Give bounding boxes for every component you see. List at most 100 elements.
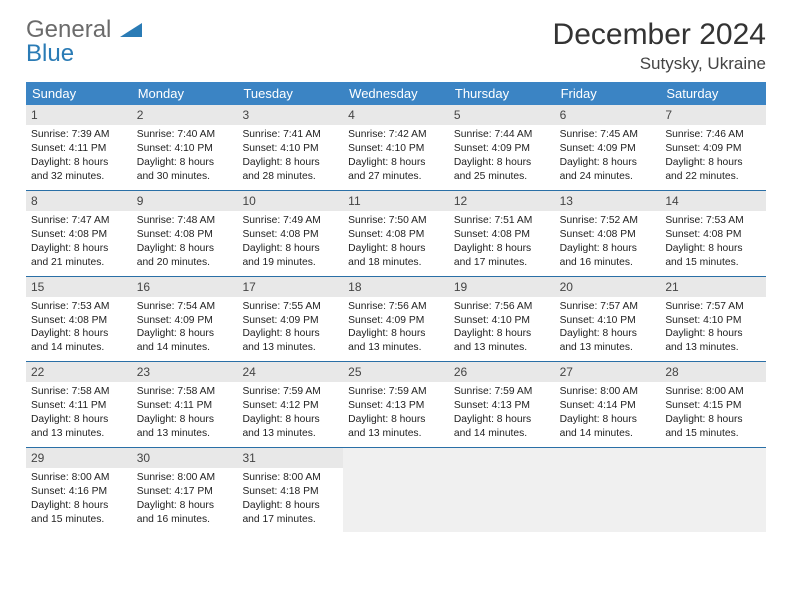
calendar-cell: 13Sunrise: 7:52 AMSunset: 4:08 PMDayligh… [555,191,661,276]
day-number [449,448,555,468]
daylight-text-2: and 14 minutes. [560,427,656,441]
day-number: 4 [343,105,449,125]
sunrise-text: Sunrise: 7:47 AM [31,214,127,228]
calendar-cell: 16Sunrise: 7:54 AMSunset: 4:09 PMDayligh… [132,277,238,362]
sunset-text: Sunset: 4:15 PM [665,399,761,413]
daylight-text-1: Daylight: 8 hours [31,156,127,170]
day-body: Sunrise: 7:48 AMSunset: 4:08 PMDaylight:… [132,211,238,276]
daylight-text-1: Daylight: 8 hours [560,156,656,170]
sunset-text: Sunset: 4:08 PM [137,228,233,242]
day-number: 3 [237,105,343,125]
day-body: Sunrise: 8:00 AMSunset: 4:14 PMDaylight:… [555,382,661,447]
day-number: 25 [343,362,449,382]
sunset-text: Sunset: 4:10 PM [137,142,233,156]
calendar-cell-blank [449,448,555,533]
day-body [660,468,766,532]
calendar-cell: 31Sunrise: 8:00 AMSunset: 4:18 PMDayligh… [237,448,343,533]
day-number: 12 [449,191,555,211]
calendar-cell: 20Sunrise: 7:57 AMSunset: 4:10 PMDayligh… [555,277,661,362]
day-body: Sunrise: 7:55 AMSunset: 4:09 PMDaylight:… [237,297,343,362]
daylight-text-1: Daylight: 8 hours [137,499,233,513]
sunrise-text: Sunrise: 7:50 AM [348,214,444,228]
sunset-text: Sunset: 4:10 PM [454,314,550,328]
sunset-text: Sunset: 4:11 PM [137,399,233,413]
day-number: 19 [449,277,555,297]
day-body: Sunrise: 7:44 AMSunset: 4:09 PMDaylight:… [449,125,555,190]
day-body: Sunrise: 7:57 AMSunset: 4:10 PMDaylight:… [555,297,661,362]
day-body: Sunrise: 7:50 AMSunset: 4:08 PMDaylight:… [343,211,449,276]
sunrise-text: Sunrise: 7:56 AM [348,300,444,314]
calendar-cell-blank [343,448,449,533]
sunrise-text: Sunrise: 7:53 AM [665,214,761,228]
day-body: Sunrise: 7:53 AMSunset: 4:08 PMDaylight:… [660,211,766,276]
daylight-text-2: and 28 minutes. [242,170,338,184]
header: General Blue December 2024 Sutysky, Ukra… [26,18,766,74]
weekday-header: Sunday [26,82,132,105]
sunset-text: Sunset: 4:18 PM [242,485,338,499]
calendar-cell: 23Sunrise: 7:58 AMSunset: 4:11 PMDayligh… [132,362,238,447]
calendar-cell: 10Sunrise: 7:49 AMSunset: 4:08 PMDayligh… [237,191,343,276]
sunrise-text: Sunrise: 7:57 AM [665,300,761,314]
sunset-text: Sunset: 4:09 PM [454,142,550,156]
daylight-text-1: Daylight: 8 hours [348,156,444,170]
sunrise-text: Sunrise: 7:52 AM [560,214,656,228]
day-number: 9 [132,191,238,211]
sunrise-text: Sunrise: 7:51 AM [454,214,550,228]
sunrise-text: Sunrise: 7:40 AM [137,128,233,142]
sunset-text: Sunset: 4:10 PM [665,314,761,328]
daylight-text-2: and 16 minutes. [560,256,656,270]
page-title: December 2024 [553,18,766,52]
sunrise-text: Sunrise: 7:44 AM [454,128,550,142]
sunset-text: Sunset: 4:08 PM [242,228,338,242]
daylight-text-2: and 17 minutes. [454,256,550,270]
daylight-text-1: Daylight: 8 hours [454,242,550,256]
day-number: 14 [660,191,766,211]
day-body: Sunrise: 7:40 AMSunset: 4:10 PMDaylight:… [132,125,238,190]
sunset-text: Sunset: 4:10 PM [560,314,656,328]
day-body [555,468,661,532]
day-body: Sunrise: 8:00 AMSunset: 4:16 PMDaylight:… [26,468,132,533]
sunrise-text: Sunrise: 7:49 AM [242,214,338,228]
daylight-text-2: and 32 minutes. [31,170,127,184]
calendar-cell: 7Sunrise: 7:46 AMSunset: 4:09 PMDaylight… [660,105,766,190]
day-number: 30 [132,448,238,468]
daylight-text-2: and 14 minutes. [137,341,233,355]
sunrise-text: Sunrise: 7:45 AM [560,128,656,142]
day-number: 24 [237,362,343,382]
sunrise-text: Sunrise: 7:41 AM [242,128,338,142]
daylight-text-1: Daylight: 8 hours [242,413,338,427]
day-body: Sunrise: 7:51 AMSunset: 4:08 PMDaylight:… [449,211,555,276]
daylight-text-2: and 14 minutes. [454,427,550,441]
day-number: 18 [343,277,449,297]
day-number: 16 [132,277,238,297]
daylight-text-1: Daylight: 8 hours [242,499,338,513]
calendar-week: 22Sunrise: 7:58 AMSunset: 4:11 PMDayligh… [26,362,766,448]
weekday-header: Tuesday [237,82,343,105]
daylight-text-1: Daylight: 8 hours [454,327,550,341]
sunrise-text: Sunrise: 7:53 AM [31,300,127,314]
day-number [660,448,766,468]
day-number: 13 [555,191,661,211]
calendar-week: 29Sunrise: 8:00 AMSunset: 4:16 PMDayligh… [26,448,766,533]
daylight-text-2: and 14 minutes. [31,341,127,355]
daylight-text-2: and 13 minutes. [242,427,338,441]
sunset-text: Sunset: 4:16 PM [31,485,127,499]
daylight-text-1: Daylight: 8 hours [31,499,127,513]
day-number: 21 [660,277,766,297]
sunset-text: Sunset: 4:09 PM [560,142,656,156]
logo-word-general: General [26,16,111,43]
sunrise-text: Sunrise: 7:56 AM [454,300,550,314]
sunrise-text: Sunrise: 7:46 AM [665,128,761,142]
calendar: SundayMondayTuesdayWednesdayThursdayFrid… [26,82,766,533]
sunset-text: Sunset: 4:08 PM [348,228,444,242]
daylight-text-2: and 30 minutes. [137,170,233,184]
logo-word-blue: Blue [26,40,74,67]
daylight-text-2: and 13 minutes. [137,427,233,441]
calendar-cell: 29Sunrise: 8:00 AMSunset: 4:16 PMDayligh… [26,448,132,533]
day-body [343,468,449,532]
day-number: 17 [237,277,343,297]
day-body: Sunrise: 7:59 AMSunset: 4:13 PMDaylight:… [449,382,555,447]
sunset-text: Sunset: 4:09 PM [665,142,761,156]
sunrise-text: Sunrise: 8:00 AM [137,471,233,485]
daylight-text-2: and 13 minutes. [348,341,444,355]
